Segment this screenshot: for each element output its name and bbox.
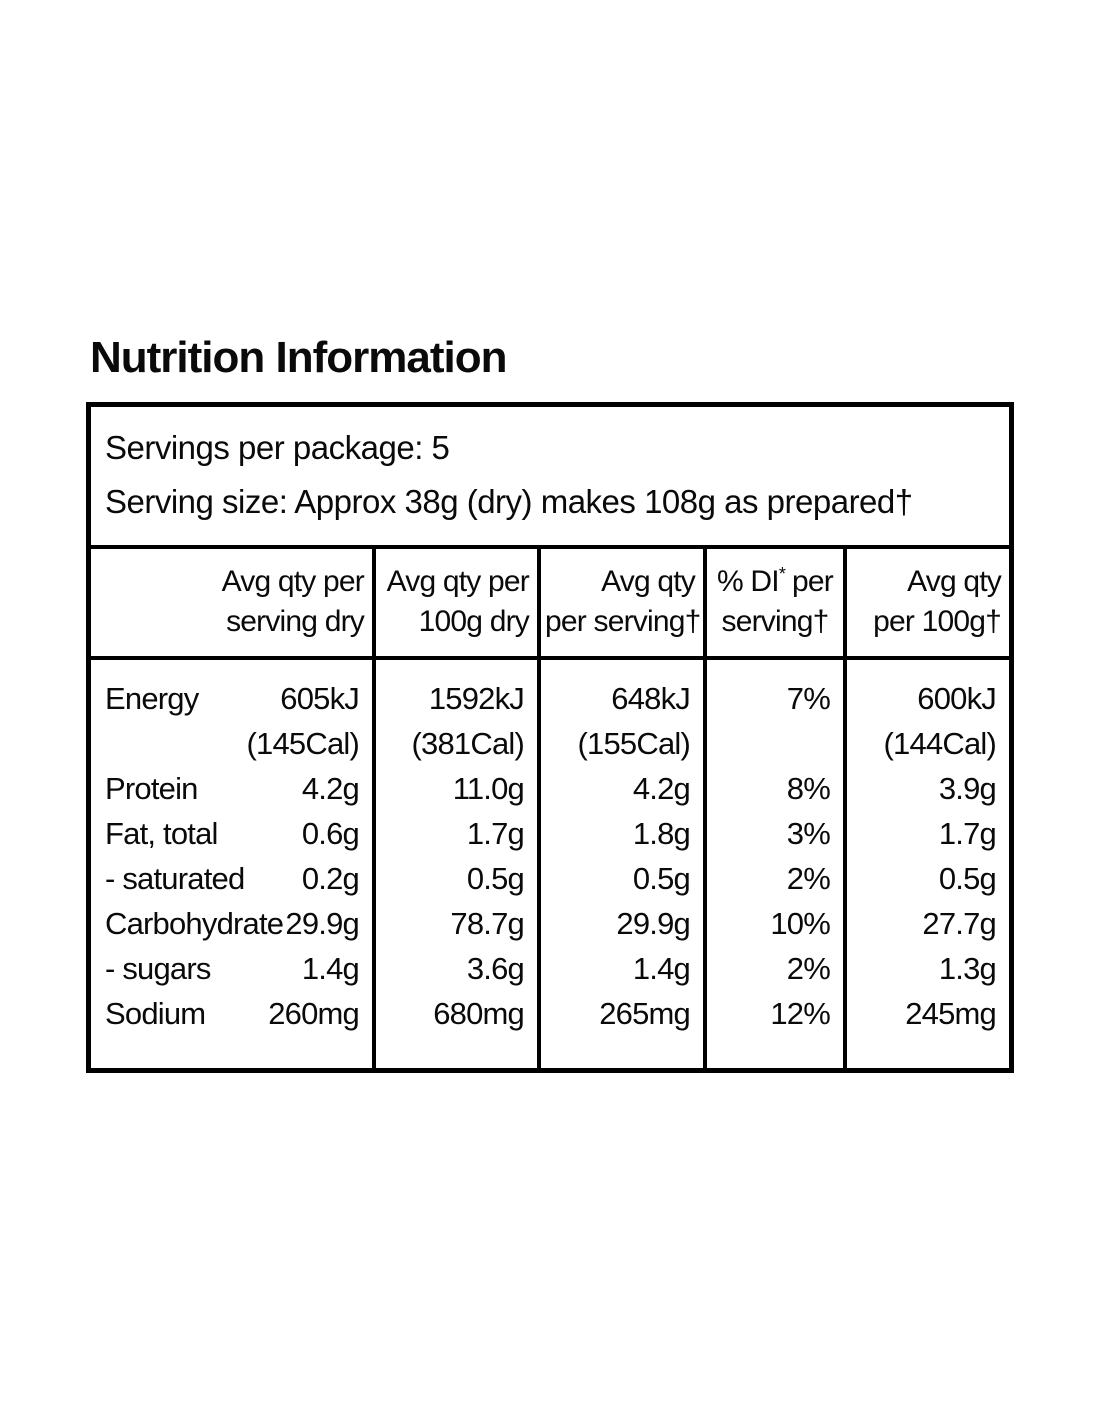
value-per-100g-dry: 3.6g bbox=[372, 946, 539, 991]
nutrient-label: Fat, total bbox=[105, 816, 218, 851]
cell-label-and-serving-dry: Sodium 260mg bbox=[91, 991, 374, 1068]
nutrient-row: (145Cal) (381Cal) (155Cal) (144Cal) bbox=[91, 721, 1009, 766]
value-per-serving: 0.5g bbox=[537, 856, 705, 901]
value-di-per-serving: 12% bbox=[703, 991, 845, 1068]
value-per-100g-dry: 0.5g bbox=[372, 856, 539, 901]
nutrient-label: - saturated bbox=[105, 861, 245, 896]
value-per-100g-dry: 78.7g bbox=[372, 901, 539, 946]
col-header-serving-dry: Avg qty per serving dry bbox=[91, 549, 374, 660]
value-per-serving: 648kJ bbox=[537, 658, 705, 721]
value-per-100g-dry: 11.0g bbox=[372, 766, 539, 811]
value-per-100g: 27.7g bbox=[843, 901, 1009, 946]
nutrient-label: Carbohydrate bbox=[105, 906, 284, 941]
value-di-per-serving: 3% bbox=[703, 811, 845, 856]
value-per-serving: 1.4g bbox=[537, 946, 705, 991]
header-line: 100g dry bbox=[418, 605, 530, 638]
header-line: per serving† bbox=[545, 605, 701, 638]
value-di-per-serving bbox=[703, 721, 845, 766]
daily-intake-asterisk: * bbox=[778, 564, 786, 584]
value-per-100g: 1.7g bbox=[843, 811, 1009, 856]
value-per-serving: 265mg bbox=[537, 991, 705, 1068]
table-header-row: Avg qty per serving dry Avg qty per 100g… bbox=[91, 549, 1009, 660]
value-serving-dry: 0.2g bbox=[301, 861, 360, 896]
value-serving-dry: 0.6g bbox=[301, 816, 360, 851]
col-header-di-per-serving: % DI* per serving† bbox=[703, 549, 845, 660]
header-line: Avg qty bbox=[907, 565, 1002, 598]
value-per-100g: 1.3g bbox=[843, 946, 1009, 991]
cell-label-and-serving-dry: (145Cal) bbox=[91, 721, 374, 766]
value-serving-dry: 1.4g bbox=[301, 951, 360, 986]
page-title: Nutrition Information bbox=[90, 333, 507, 382]
header-line: Avg qty bbox=[601, 565, 696, 598]
serving-info-section: Servings per package: 5 Serving size: Ap… bbox=[91, 407, 1009, 549]
servings-per-package-line: Servings per package: 5 bbox=[105, 429, 450, 466]
header-line: Avg qty per bbox=[386, 565, 530, 598]
value-di-per-serving: 10% bbox=[703, 901, 845, 946]
value-per-100g-dry: 1592kJ bbox=[372, 658, 539, 721]
nutrition-table: Avg qty per serving dry Avg qty per 100g… bbox=[91, 549, 1009, 1068]
nutrient-row: Protein 4.2g 11.0g 4.2g 8% 3.9g bbox=[91, 766, 1009, 811]
value-per-serving: 29.9g bbox=[537, 901, 705, 946]
nutrient-label: Energy bbox=[105, 681, 199, 716]
nutrient-label: Protein bbox=[105, 771, 198, 806]
value-serving-dry: 260mg bbox=[268, 996, 360, 1031]
nutrient-row: - sugars 1.4g 3.6g 1.4g 2% 1.3g bbox=[91, 946, 1009, 991]
cell-label-and-serving-dry: - sugars 1.4g bbox=[91, 946, 374, 991]
nutrient-row: Energy 605kJ 1592kJ 648kJ 7% 600kJ bbox=[91, 658, 1009, 721]
value-di-per-serving: 8% bbox=[703, 766, 845, 811]
value-per-serving: (155Cal) bbox=[537, 721, 705, 766]
value-per-100g-dry: 680mg bbox=[372, 991, 539, 1068]
nutrient-label bbox=[91, 721, 113, 766]
value-serving-dry: 605kJ bbox=[280, 681, 360, 716]
col-header-per-serving: Avg qty per serving† bbox=[537, 549, 705, 660]
nutrient-row: Sodium 260mg 680mg 265mg 12% 245mg bbox=[91, 991, 1009, 1068]
value-di-per-serving: 2% bbox=[703, 856, 845, 901]
value-serving-dry: 29.9g bbox=[285, 906, 359, 941]
table-body: Energy 605kJ 1592kJ 648kJ 7% 600kJ (145Cal) (3… bbox=[91, 658, 1009, 1068]
col-header-100g-dry: Avg qty per 100g dry bbox=[372, 549, 539, 660]
value-per-serving: 4.2g bbox=[537, 766, 705, 811]
header-line: % DI* per bbox=[717, 564, 834, 598]
value-per-100g-dry: 1.7g bbox=[372, 811, 539, 856]
nutrition-panel: Servings per package: 5 Serving size: Ap… bbox=[86, 402, 1014, 1073]
cell-label-and-serving-dry: - saturated 0.2g bbox=[91, 856, 374, 901]
header-line: serving† bbox=[721, 605, 830, 638]
header-line: serving dry bbox=[226, 605, 365, 638]
value-per-100g: 0.5g bbox=[843, 856, 1009, 901]
value-serving-dry: (145Cal) bbox=[246, 726, 360, 761]
nutrient-row: Fat, total 0.6g 1.7g 1.8g 3% 1.7g bbox=[91, 811, 1009, 856]
value-per-serving: 1.8g bbox=[537, 811, 705, 856]
value-di-per-serving: 7% bbox=[703, 658, 845, 721]
cell-label-and-serving-dry: Energy 605kJ bbox=[91, 658, 374, 721]
nutrient-label: Sodium bbox=[105, 996, 206, 1031]
nutrient-row: Carbohydrate 29.9g 78.7g 29.9g 10% 27.7g bbox=[91, 901, 1009, 946]
cell-label-and-serving-dry: Carbohydrate 29.9g bbox=[91, 901, 374, 946]
serving-size-line: Serving size: Approx 38g (dry) makes 108… bbox=[105, 483, 913, 520]
value-per-100g: 245mg bbox=[843, 991, 1009, 1068]
nutrient-label: - sugars bbox=[105, 951, 211, 986]
value-per-100g: 600kJ bbox=[843, 658, 1009, 721]
header-line: per 100g† bbox=[873, 605, 1002, 638]
value-per-100g-dry: (381Cal) bbox=[372, 721, 539, 766]
value-per-100g: 3.9g bbox=[843, 766, 1009, 811]
value-per-100g: (144Cal) bbox=[843, 721, 1009, 766]
header-line: Avg qty per bbox=[221, 565, 365, 598]
cell-label-and-serving-dry: Fat, total 0.6g bbox=[91, 811, 374, 856]
cell-label-and-serving-dry: Protein 4.2g bbox=[91, 766, 374, 811]
value-serving-dry: 4.2g bbox=[301, 771, 360, 806]
col-header-per-100g: Avg qty per 100g† bbox=[843, 549, 1009, 660]
value-di-per-serving: 2% bbox=[703, 946, 845, 991]
nutrient-row: - saturated 0.2g 0.5g 0.5g 2% 0.5g bbox=[91, 856, 1009, 901]
